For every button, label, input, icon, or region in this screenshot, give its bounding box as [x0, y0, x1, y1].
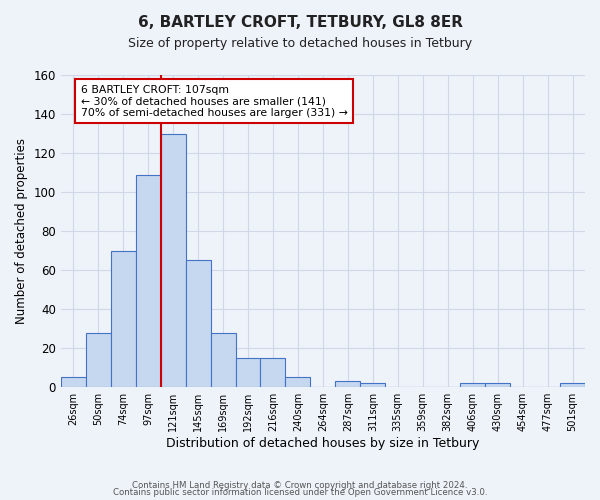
Bar	[136, 174, 161, 387]
Text: 6, BARTLEY CROFT, TETBURY, GL8 8ER: 6, BARTLEY CROFT, TETBURY, GL8 8ER	[137, 15, 463, 30]
Text: 6 BARTLEY CROFT: 107sqm
← 30% of detached houses are smaller (141)
70% of semi-d: 6 BARTLEY CROFT: 107sqm ← 30% of detache…	[81, 85, 347, 118]
X-axis label: Distribution of detached houses by size in Tetbury: Distribution of detached houses by size …	[166, 437, 479, 450]
Bar	[560, 384, 585, 387]
Bar	[111, 250, 136, 387]
Bar	[286, 378, 310, 387]
Bar	[236, 358, 260, 387]
Bar	[361, 384, 385, 387]
Text: Size of property relative to detached houses in Tetbury: Size of property relative to detached ho…	[128, 38, 472, 51]
Text: Contains HM Land Registry data © Crown copyright and database right 2024.: Contains HM Land Registry data © Crown c…	[132, 480, 468, 490]
Bar	[161, 134, 185, 387]
Bar	[460, 384, 485, 387]
Bar	[211, 332, 236, 387]
Bar	[485, 384, 510, 387]
Y-axis label: Number of detached properties: Number of detached properties	[15, 138, 28, 324]
Bar	[86, 332, 111, 387]
Text: Contains public sector information licensed under the Open Government Licence v3: Contains public sector information licen…	[113, 488, 487, 497]
Bar	[61, 378, 86, 387]
Bar	[335, 382, 361, 387]
Bar	[260, 358, 286, 387]
Bar	[185, 260, 211, 387]
